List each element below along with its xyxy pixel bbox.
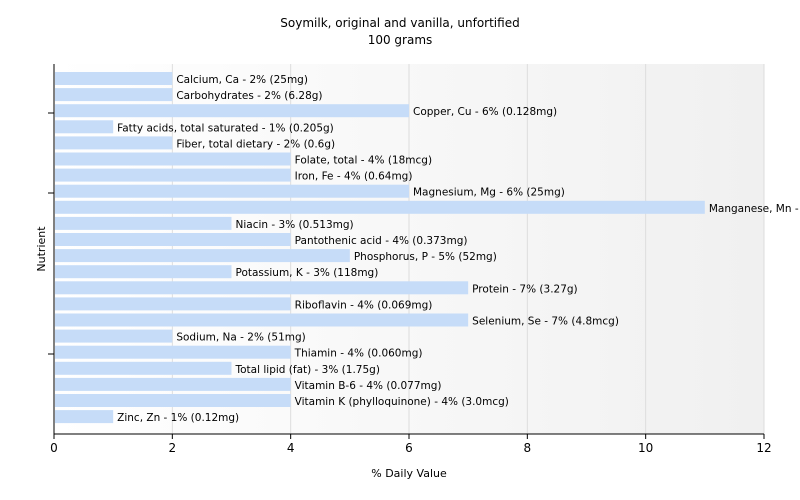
data-label: Thiamin - 4% (0.060mg) [294,348,423,360]
data-label: Vitamin K (phylloquinone) - 4% (3.0mcg) [295,396,509,408]
bar [55,136,173,150]
data-label: Zinc, Zn - 1% (0.12mg) [117,412,239,424]
bar [55,297,291,311]
x-tick-label: 0 [50,441,58,455]
bar [55,377,291,391]
data-label: Copper, Cu - 6% (0.128mg) [413,106,557,118]
bar [55,410,114,424]
data-label: Fatty acids, total saturated - 1% (0.205… [117,122,334,134]
data-label: Niacin - 3% (0.513mg) [236,219,354,231]
y-axis-label: Nutrient [35,226,48,272]
bar [55,313,469,327]
bars-group [55,72,705,424]
x-tick-label: 4 [287,441,295,455]
bar [55,233,291,246]
x-tick-label: 6 [405,441,413,455]
x-ticks: 0 2 4 6 8 10 12 [50,434,772,455]
chart-title: Soymilk, original and vanilla, unfortifi… [280,16,519,30]
data-label: Calcium, Ca - 2% (25mg) [176,74,308,86]
chart-subtitle: 100 grams [368,33,433,47]
data-label: Selenium, Se - 7% (4.8mcg) [472,316,619,328]
grid-lines [171,64,765,434]
bar [55,345,291,359]
bar [55,88,173,102]
x-tick-label: 10 [638,441,653,455]
data-label: Folate, total - 4% (18mcg) [295,155,432,167]
bar [55,120,114,134]
x-tick-label: 2 [169,441,177,455]
data-label: Phosphorus, P - 5% (52mg) [354,251,497,263]
data-label: Riboflavin - 4% (0.069mg) [295,299,433,311]
bar [55,168,291,182]
data-label: Protein - 7% (3.27g) [472,283,578,295]
data-label: Fiber, total dietary - 2% (0.6g) [176,138,335,150]
bar [55,104,409,118]
bar-labels-group: Calcium, Ca - 2% (25mg) Carbohydrates - 2… [117,74,800,424]
x-tick-label: 12 [756,441,771,455]
data-label: Iron, Fe - 4% (0.64mg) [295,171,413,183]
bar [55,184,409,198]
data-label: Carbohydrates - 2% (6.28g) [176,90,322,102]
x-axis-label: % Daily Value [371,467,447,480]
bar [55,216,232,230]
data-label: Vitamin B-6 - 4% (0.077mg) [295,380,442,392]
data-label: Total lipid (fat) - 3% (1.75g) [235,364,380,376]
bar [55,72,173,85]
data-label: Pantothenic acid - 4% (0.373mg) [295,235,468,247]
bar [55,249,350,263]
bar [55,152,291,166]
bar [55,281,469,295]
bar [55,329,173,343]
bar [55,265,232,279]
data-label: Potassium, K - 3% (118mg) [236,267,379,279]
data-label: Magnesium, Mg - 6% (25mg) [413,187,565,199]
bar [55,200,705,214]
bar [55,361,232,375]
data-label: Sodium, Na - 2% (51mg) [176,332,305,344]
data-label: Manganese, Mn - 11% (0.223mg) [709,203,800,215]
bar [55,394,291,407]
x-tick-label: 8 [524,441,532,455]
